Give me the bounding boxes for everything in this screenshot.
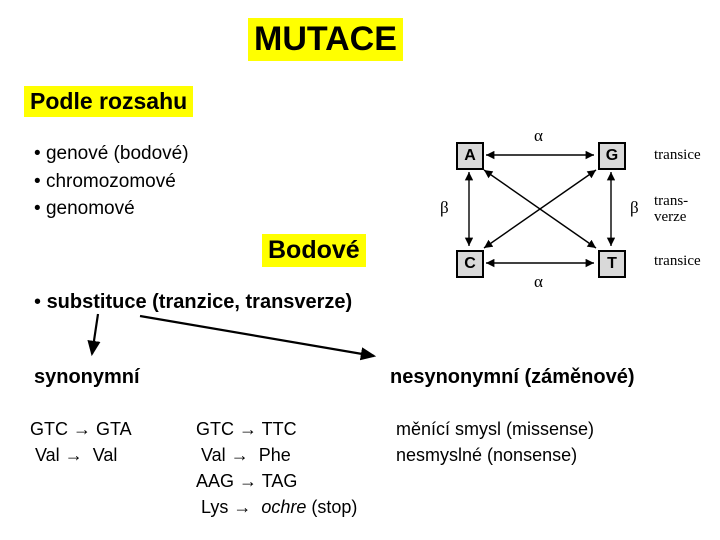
side-label-transverze-2: verze: [654, 210, 686, 225]
node-a: A: [456, 142, 484, 170]
side-label-transverze-1: trans-: [654, 194, 688, 209]
node-t: T: [598, 250, 626, 278]
node-g: G: [598, 142, 626, 170]
heading-synonymni: synonymní: [34, 366, 140, 389]
edge-label-alpha-top: α: [534, 126, 543, 146]
edge-label-alpha-bottom: α: [534, 272, 543, 292]
side-label-transice-top: transice: [654, 148, 701, 163]
side-label-transice-bottom: transice: [654, 254, 701, 269]
edge-label-beta-right: β: [630, 198, 639, 218]
base-substitution-diagram: A G C T α α β β transice trans- verze tr…: [438, 128, 708, 288]
codon-block-mid: GTC → TTC Val → Phe AAG → TAG Lys → ochr…: [196, 416, 357, 520]
codon-block-left: GTC → GTA Val → Val: [30, 416, 132, 468]
heading-nesynonymni: nesynonymní (záměnové): [390, 366, 635, 389]
edge-label-beta-left: β: [440, 198, 449, 218]
desc-block-right: měnící smysl (missense) nesmyslné (nonse…: [396, 416, 594, 468]
node-c: C: [456, 250, 484, 278]
